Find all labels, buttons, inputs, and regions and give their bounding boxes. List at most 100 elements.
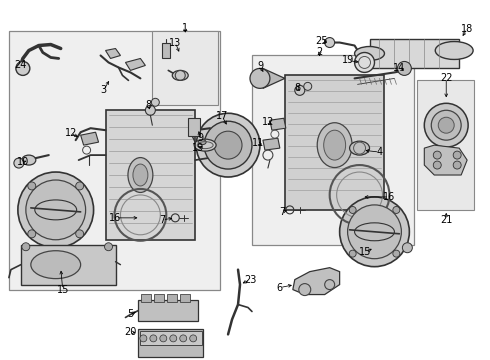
Circle shape [14,158,24,168]
Text: 24: 24 [15,60,27,71]
Circle shape [16,62,30,75]
Text: 11: 11 [252,138,264,148]
Circle shape [325,280,335,289]
Text: 15: 15 [359,247,372,257]
Polygon shape [81,132,98,145]
Text: 16: 16 [109,213,122,223]
Circle shape [397,62,412,75]
Bar [105,110,195,240]
Polygon shape [424,145,467,175]
Text: 7: 7 [159,215,166,225]
Text: 4: 4 [376,147,383,157]
Ellipse shape [194,139,216,151]
Circle shape [304,82,312,90]
Circle shape [75,230,84,238]
Text: 20: 20 [124,327,137,337]
Bar [141,332,202,345]
Circle shape [349,250,356,257]
Bar [162,42,171,58]
Circle shape [393,207,400,213]
Ellipse shape [128,158,153,193]
Polygon shape [125,58,146,71]
Circle shape [393,250,400,257]
Bar [21,245,116,285]
Text: 12: 12 [65,128,77,138]
Bar [180,293,190,302]
Bar [369,39,459,68]
Circle shape [204,121,252,169]
Circle shape [402,243,413,253]
Text: 8: 8 [146,100,151,110]
Polygon shape [293,268,340,294]
Polygon shape [105,49,121,58]
Circle shape [433,161,441,169]
Circle shape [140,335,147,342]
Bar [138,329,203,357]
Text: 13: 13 [169,37,181,48]
Text: 10: 10 [17,157,29,167]
Circle shape [431,110,461,140]
Bar [154,293,164,302]
Bar [138,300,198,321]
Ellipse shape [198,140,206,145]
Ellipse shape [317,123,352,167]
Ellipse shape [349,141,369,155]
Circle shape [196,113,260,177]
Circle shape [355,53,374,72]
Bar [188,118,200,136]
Circle shape [433,151,441,159]
Ellipse shape [22,155,36,165]
Circle shape [22,243,30,251]
Text: 2: 2 [317,48,323,58]
Circle shape [26,180,86,240]
Text: 19: 19 [192,143,204,153]
Circle shape [150,335,157,342]
Text: 16: 16 [383,192,395,202]
Text: 6: 6 [277,283,283,293]
Text: 5: 5 [127,310,134,319]
Bar [252,55,415,245]
Ellipse shape [435,41,473,59]
Circle shape [28,182,36,190]
Bar [9,31,220,289]
Circle shape [453,151,461,159]
Circle shape [180,335,187,342]
Circle shape [340,197,409,267]
Text: 15: 15 [56,284,69,294]
Circle shape [75,182,84,190]
Text: 17: 17 [216,111,228,121]
Text: 9: 9 [197,133,203,143]
Circle shape [349,207,356,213]
Circle shape [347,205,401,259]
Circle shape [18,172,94,248]
Circle shape [190,335,196,342]
Circle shape [214,131,242,159]
Circle shape [453,161,461,169]
Text: 19: 19 [342,55,354,66]
Circle shape [160,335,167,342]
Ellipse shape [133,164,148,186]
Text: 23: 23 [244,275,256,285]
Circle shape [146,105,155,115]
Text: 22: 22 [440,73,452,84]
Text: 12: 12 [262,117,274,127]
Text: 1: 1 [182,23,188,33]
Text: 3: 3 [100,85,107,95]
Bar [417,80,474,210]
Bar [152,31,218,105]
Polygon shape [270,118,286,130]
Ellipse shape [355,46,385,60]
Text: 25: 25 [316,36,328,46]
Bar [285,75,385,210]
Circle shape [104,243,113,251]
Circle shape [28,230,36,238]
Bar [142,293,151,302]
Circle shape [170,335,177,342]
Text: 21: 21 [440,215,452,225]
Text: 14: 14 [393,63,406,73]
Text: 9: 9 [257,62,263,71]
Text: 7: 7 [279,207,285,217]
Ellipse shape [31,251,81,279]
Text: 8: 8 [294,84,301,93]
Circle shape [299,284,311,296]
